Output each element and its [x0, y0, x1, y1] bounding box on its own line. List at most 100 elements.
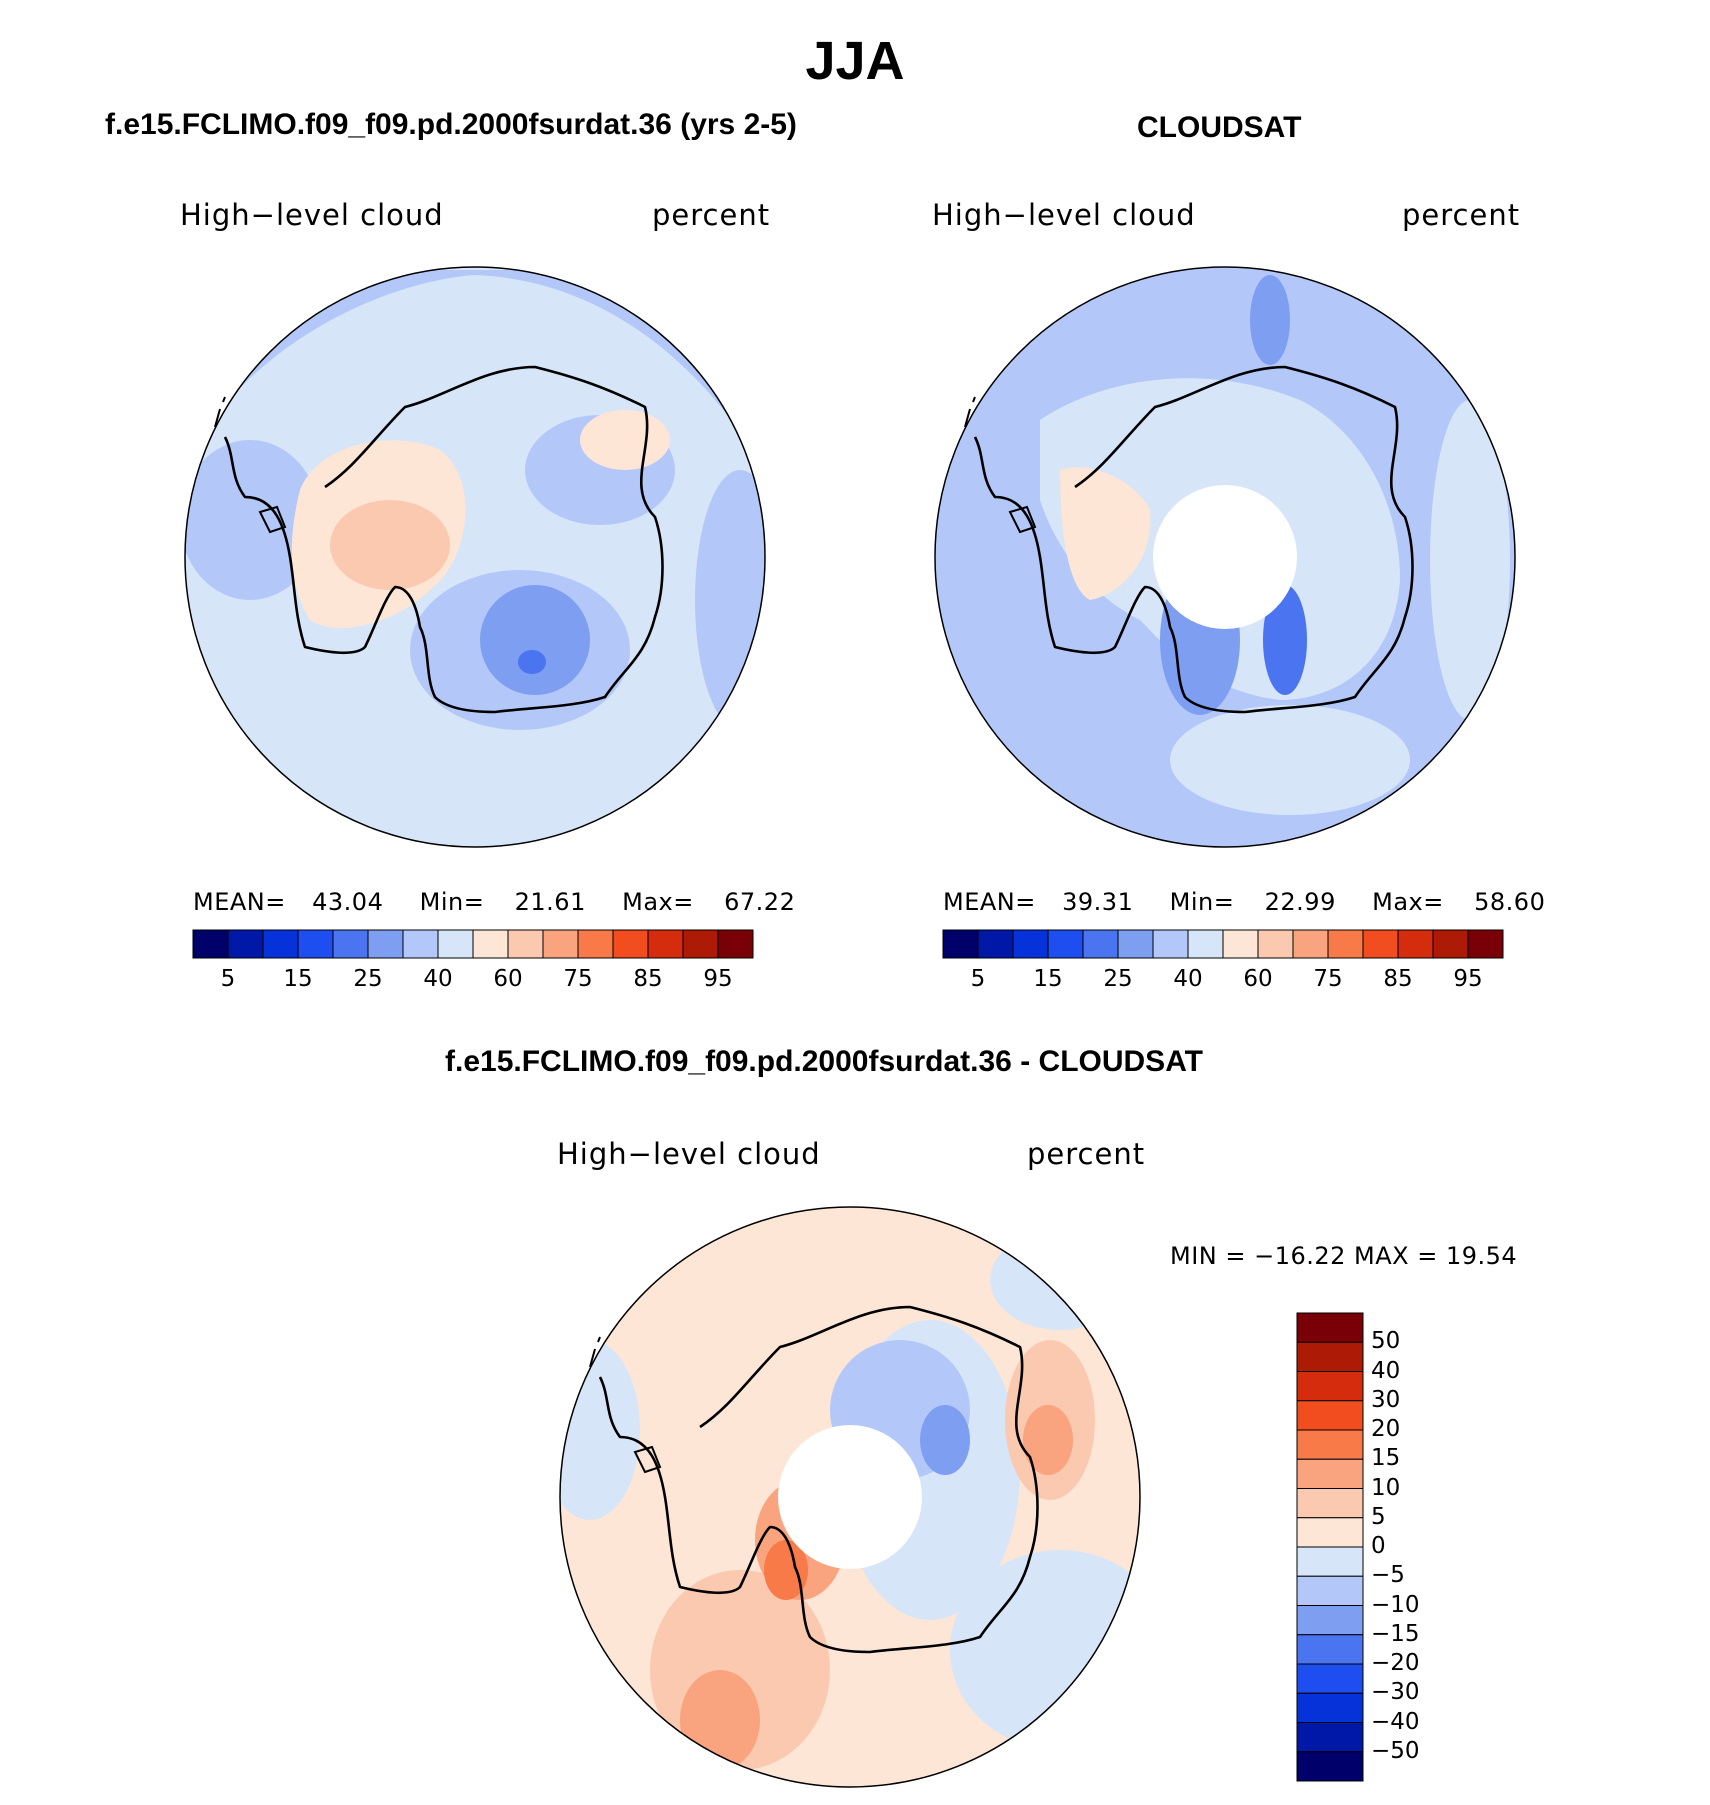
- diff-colorbar-swatch: [1296, 1605, 1364, 1636]
- obs-colorbar-swatch: [1292, 929, 1329, 959]
- model-colorbar-swatch: [262, 929, 299, 959]
- obs-colorbar-swatch: [977, 929, 1014, 959]
- obs-colorbar-swatch: [1397, 929, 1434, 959]
- model-stats: MEAN= 43.04 Min= 21.61 Max= 67.22: [193, 888, 795, 916]
- diff-variable-label: High−level cloud: [557, 1137, 821, 1171]
- model-colorbar-tick-label: 40: [423, 966, 453, 992]
- diff-colorbar-swatch: [1296, 1751, 1364, 1782]
- model-units-label: percent: [652, 198, 771, 232]
- obs-colorbar-swatch: [1082, 929, 1119, 959]
- diff-colorbar-swatch: [1296, 1488, 1364, 1519]
- obs-colorbar-swatch: [942, 929, 979, 959]
- obs-colorbar-swatch: [1467, 929, 1504, 959]
- model-colorbar-tick-label: 85: [633, 966, 663, 992]
- diff-map: [559, 1206, 1141, 1788]
- obs-colorbar-tick-label: 5: [970, 966, 986, 992]
- diff-colorbar-swatch: [1296, 1575, 1364, 1606]
- model-colorbar-tick-label: 95: [703, 966, 733, 992]
- model-colorbar-swatch: [682, 929, 719, 959]
- model-colorbar-swatch: [717, 929, 754, 959]
- model-colorbar-swatch: [192, 929, 229, 959]
- diff-colorbar-swatch: [1296, 1341, 1364, 1372]
- model-colorbar-swatch: [507, 929, 544, 959]
- obs-max-value: 58.60: [1474, 888, 1546, 916]
- diff-range-text: MIN = −16.22 MAX = 19.54: [1170, 1242, 1518, 1270]
- diff-colorbar-swatch: [1296, 1371, 1364, 1402]
- obs-min-label: Min=: [1169, 888, 1235, 916]
- model-colorbar-swatch: [367, 929, 404, 959]
- diff-colorbar-tick-label: −15: [1371, 1620, 1420, 1647]
- obs-colorbar-swatch: [1432, 929, 1469, 959]
- obs-colorbar-swatch: [1117, 929, 1154, 959]
- diff-colorbar-swatch: [1296, 1458, 1364, 1489]
- obs-panel-title: CLOUDSAT: [1137, 111, 1302, 144]
- obs-stats: MEAN= 39.31 Min= 22.99 Max= 58.60: [943, 888, 1545, 916]
- diff-colorbar-tick-label: 40: [1371, 1357, 1401, 1384]
- diff-colorbar-tick-label: 5: [1371, 1503, 1386, 1530]
- obs-colorbar-tick-label: 60: [1243, 966, 1273, 992]
- model-colorbar-swatch: [612, 929, 649, 959]
- model-mean-value: 43.04: [312, 888, 384, 916]
- model-colorbar-swatch: [402, 929, 439, 959]
- season-title: JJA: [805, 31, 905, 91]
- obs-colorbar: [942, 929, 1504, 959]
- model-min-value: 21.61: [514, 888, 586, 916]
- model-colorbar-swatch: [542, 929, 579, 959]
- diff-colorbar-swatch: [1296, 1722, 1364, 1753]
- obs-colorbar-tick-label: 25: [1103, 966, 1133, 992]
- diff-colorbar-tick-label: 15: [1371, 1445, 1401, 1472]
- diff-colorbar-tick-label: −10: [1371, 1591, 1420, 1618]
- diff-colorbar: [1296, 1312, 1364, 1782]
- model-max-value: 67.22: [724, 888, 796, 916]
- diff-colorbar-tick-label: 50: [1371, 1328, 1401, 1355]
- model-colorbar-swatch: [472, 929, 509, 959]
- diff-colorbar-swatch: [1296, 1692, 1364, 1723]
- diff-colorbar-swatch: [1296, 1634, 1364, 1665]
- diff-colorbar-tick-label: 10: [1371, 1474, 1401, 1501]
- diff-colorbar-tick-label: 0: [1371, 1533, 1386, 1559]
- obs-max-label: Max=: [1372, 888, 1444, 916]
- obs-units-label: percent: [1402, 198, 1521, 232]
- obs-colorbar-swatch: [1222, 929, 1259, 959]
- model-colorbar-tick-label: 75: [563, 966, 593, 992]
- obs-colorbar-tick-label: 15: [1033, 966, 1063, 992]
- obs-colorbar-swatch: [1362, 929, 1399, 959]
- model-colorbar-swatch: [332, 929, 369, 959]
- obs-mean-value: 39.31: [1062, 888, 1134, 916]
- diff-panel-title: f.e15.FCLIMO.f09_f09.pd.2000fsurdat.36 -…: [445, 1045, 1203, 1078]
- model-colorbar-swatch: [647, 929, 684, 959]
- diff-colorbar-swatch: [1296, 1429, 1364, 1460]
- diff-colorbar-swatch: [1296, 1546, 1364, 1577]
- model-min-label: Min=: [419, 888, 485, 916]
- obs-colorbar-swatch: [1012, 929, 1049, 959]
- diff-colorbar-tick-label: −5: [1371, 1562, 1405, 1589]
- diff-colorbar-swatch: [1296, 1312, 1364, 1343]
- diff-colorbar-tick-label: 20: [1371, 1416, 1401, 1442]
- obs-colorbar-tick-label: 95: [1453, 966, 1483, 992]
- obs-variable-label: High−level cloud: [932, 198, 1196, 232]
- model-max-label: Max=: [622, 888, 694, 916]
- model-colorbar-tick-label: 5: [220, 966, 236, 992]
- model-variable-label: High−level cloud: [180, 198, 444, 232]
- diff-colorbar-tick-label: −20: [1371, 1650, 1420, 1676]
- obs-mean-label: MEAN=: [943, 888, 1036, 916]
- model-colorbar-swatch: [297, 929, 334, 959]
- model-colorbar: [192, 929, 754, 959]
- diff-colorbar-tick-label: −50: [1371, 1737, 1420, 1764]
- obs-colorbar-swatch: [1257, 929, 1294, 959]
- diff-colorbar-tick-label: −30: [1371, 1679, 1420, 1706]
- model-map: [184, 266, 766, 848]
- diff-colorbar-swatch: [1296, 1663, 1364, 1694]
- model-colorbar-swatch: [577, 929, 614, 959]
- model-colorbar-tick-label: 25: [353, 966, 383, 992]
- obs-colorbar-swatch: [1327, 929, 1364, 959]
- diff-units-label: percent: [1027, 1137, 1146, 1171]
- obs-colorbar-swatch: [1152, 929, 1189, 959]
- obs-colorbar-swatch: [1047, 929, 1084, 959]
- model-mean-label: MEAN=: [193, 888, 286, 916]
- obs-map: [934, 266, 1516, 848]
- obs-colorbar-swatch: [1187, 929, 1224, 959]
- model-colorbar-swatch: [227, 929, 264, 959]
- obs-min-value: 22.99: [1264, 888, 1336, 916]
- obs-colorbar-tick-label: 85: [1383, 966, 1413, 992]
